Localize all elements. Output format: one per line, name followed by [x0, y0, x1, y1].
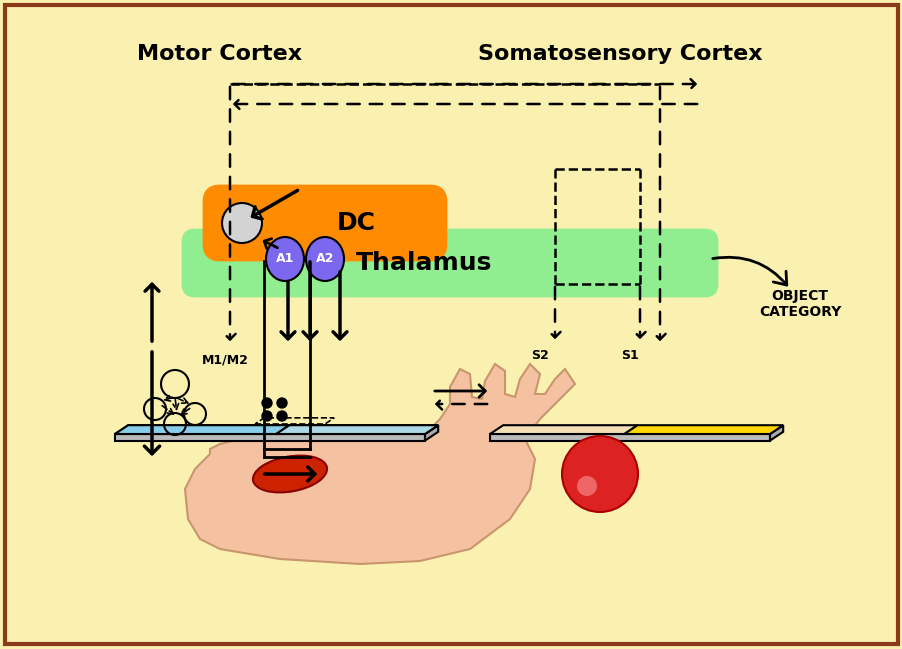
- Text: Motor Cortex: Motor Cortex: [137, 44, 302, 64]
- Circle shape: [222, 203, 262, 243]
- Text: S1: S1: [621, 349, 639, 362]
- Text: A2: A2: [316, 252, 334, 265]
- Text: M1/M2: M1/M2: [201, 354, 248, 367]
- Polygon shape: [490, 425, 637, 434]
- Polygon shape: [115, 425, 437, 434]
- FancyArrowPatch shape: [712, 257, 786, 285]
- Ellipse shape: [306, 237, 344, 281]
- FancyBboxPatch shape: [183, 230, 716, 296]
- Circle shape: [277, 398, 287, 408]
- FancyBboxPatch shape: [204, 186, 446, 260]
- Polygon shape: [115, 425, 289, 434]
- Text: S2: S2: [530, 349, 548, 362]
- Polygon shape: [115, 434, 425, 441]
- Polygon shape: [769, 425, 782, 441]
- Polygon shape: [490, 434, 769, 441]
- Text: Thalamus: Thalamus: [356, 251, 492, 275]
- PathPatch shape: [185, 364, 575, 564]
- Circle shape: [262, 398, 272, 408]
- Polygon shape: [623, 425, 782, 434]
- Circle shape: [576, 476, 596, 496]
- Polygon shape: [276, 425, 437, 434]
- Polygon shape: [425, 425, 437, 441]
- FancyBboxPatch shape: [5, 5, 897, 644]
- Ellipse shape: [253, 456, 327, 493]
- Circle shape: [561, 436, 638, 512]
- Circle shape: [262, 411, 272, 421]
- Ellipse shape: [266, 237, 304, 281]
- Text: A1: A1: [275, 252, 294, 265]
- Text: Somatosensory Cortex: Somatosensory Cortex: [477, 44, 761, 64]
- Text: OBJECT
CATEGORY: OBJECT CATEGORY: [758, 289, 841, 319]
- Circle shape: [277, 411, 287, 421]
- Text: DC: DC: [336, 211, 375, 235]
